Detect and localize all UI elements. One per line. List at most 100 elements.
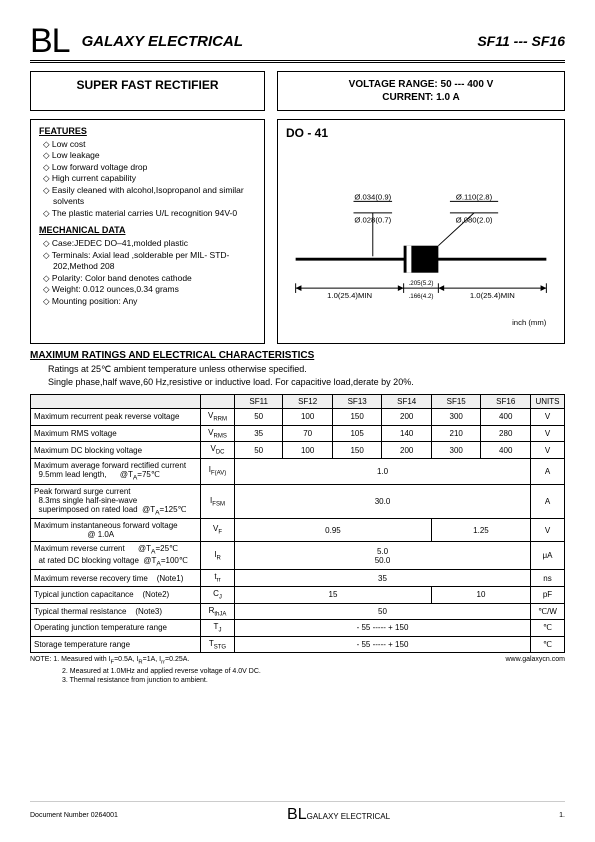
- footnote-3: 3. Thermal resistance from junction to a…: [30, 676, 565, 685]
- param-label: Maximum reverse recovery time (Note1): [31, 570, 201, 587]
- param-value: 1.25: [431, 519, 530, 542]
- param-value: 150: [332, 409, 382, 426]
- table-row: Maximum reverse recovery time (Note1)trr…: [31, 570, 565, 587]
- features-heading: FEATURES: [39, 126, 256, 136]
- page-number: 1.: [559, 812, 565, 819]
- param-value: 210: [431, 425, 481, 442]
- param-value: - 55 ----- + 150: [235, 636, 531, 653]
- header: BL GALAXY ELECTRICAL SF11 --- SF16: [30, 24, 565, 63]
- param-label: Maximum DC blocking voltage: [31, 442, 201, 459]
- col-sf11: SF11: [235, 395, 283, 409]
- col-sf14: SF14: [382, 395, 432, 409]
- param-value: 300: [431, 409, 481, 426]
- param-unit: V: [531, 409, 565, 426]
- param-unit: V: [531, 425, 565, 442]
- product-title: SUPER FAST RECTIFIER: [30, 71, 265, 111]
- param-symbol: IF(AV): [201, 458, 235, 484]
- param-label: Typical junction capacitance (Note2): [31, 586, 201, 603]
- svg-text:inch (mm): inch (mm): [512, 318, 547, 327]
- param-label: Storage temperature range: [31, 636, 201, 653]
- param-unit: ℃: [531, 620, 565, 637]
- param-value: 70: [283, 425, 333, 442]
- mechdata-item: Weight: 0.012 ounces,0.34 grams: [39, 284, 256, 295]
- feature-item: Easily cleaned with alcohol,Isopropanol …: [39, 185, 256, 208]
- header-blank: [31, 395, 201, 409]
- feature-item: The plastic material carries U/L recogni…: [39, 208, 256, 219]
- param-symbol: RthJA: [201, 603, 235, 620]
- param-value: 100: [283, 409, 333, 426]
- package-name: DO - 41: [286, 126, 556, 140]
- param-unit: pF: [531, 586, 565, 603]
- mechdata-item: Polarity: Color band denotes cathode: [39, 273, 256, 284]
- param-label: Maximum recurrent peak reverse voltage: [31, 409, 201, 426]
- param-value: - 55 ----- + 150: [235, 620, 531, 637]
- logo: BL: [30, 24, 70, 58]
- svg-text:.205(5.2): .205(5.2): [408, 280, 433, 287]
- page-footer: Document Number 0264001 BLGALAXY ELECTRI…: [30, 801, 565, 824]
- website-url: www.galaxycn.com: [505, 655, 565, 664]
- col-sf13: SF13: [332, 395, 382, 409]
- svg-text:1.0(25.4)MIN: 1.0(25.4)MIN: [327, 291, 372, 300]
- param-symbol: TSTG: [201, 636, 235, 653]
- param-value: 400: [481, 409, 531, 426]
- table-row: Maximum average forward rectified curren…: [31, 458, 565, 484]
- param-value: 400: [481, 442, 531, 459]
- param-unit: ℃/W: [531, 603, 565, 620]
- param-value: 15: [235, 586, 432, 603]
- param-unit: μA: [531, 542, 565, 570]
- param-symbol: TJ: [201, 620, 235, 637]
- param-value: 5.050.0: [235, 542, 531, 570]
- param-symbol: VF: [201, 519, 235, 542]
- ratings-note-1: Ratings at 25℃ ambient temperature unles…: [48, 363, 565, 376]
- param-value: 35: [235, 570, 531, 587]
- col-sf15: SF15: [431, 395, 481, 409]
- param-label: Peak forward surge current 8.3ms single …: [31, 484, 201, 519]
- title-row: SUPER FAST RECTIFIER VOLTAGE RANGE: 50 -…: [30, 71, 565, 111]
- footnote-2: 2. Measured at 1.0MHz and applied revers…: [30, 667, 565, 676]
- company-name: GALAXY ELECTRICAL: [82, 33, 478, 50]
- param-value: 140: [382, 425, 432, 442]
- param-symbol: VRRM: [201, 409, 235, 426]
- param-unit: ns: [531, 570, 565, 587]
- mechdata-item: Mounting position: Any: [39, 296, 256, 307]
- feature-item: Low forward voltage drop: [39, 162, 256, 173]
- table-row: Maximum recurrent peak reverse voltageVR…: [31, 409, 565, 426]
- param-label: Maximum average forward rectified curren…: [31, 458, 201, 484]
- table-row: Maximum DC blocking voltageVDC5010015020…: [31, 442, 565, 459]
- svg-text:1.0(25.4)MIN: 1.0(25.4)MIN: [470, 291, 515, 300]
- mechdata-item: Case:JEDEC DO–41,molded plastic: [39, 238, 256, 249]
- param-value: 105: [332, 425, 382, 442]
- svg-text:Ø.110(2.8): Ø.110(2.8): [456, 192, 493, 201]
- param-value: 100: [283, 442, 333, 459]
- param-value: 300: [431, 442, 481, 459]
- param-label: Maximum instantaneous forward voltage @ …: [31, 519, 201, 542]
- param-value: 35: [235, 425, 283, 442]
- footnotes: www.galaxycn.com NOTE: 1. Measured with …: [30, 655, 565, 685]
- param-unit: ℃: [531, 636, 565, 653]
- table-header-row: SF11 SF12 SF13 SF14 SF15 SF16 UNITS: [31, 395, 565, 409]
- svg-text:Ø.080(2.0): Ø.080(2.0): [456, 216, 493, 225]
- svg-text:.166(4.2): .166(4.2): [408, 293, 433, 300]
- param-symbol: IR: [201, 542, 235, 570]
- svg-text:Ø.034(0.9): Ø.034(0.9): [354, 192, 391, 201]
- table-row: Maximum RMS voltageVRMS3570105140210280V: [31, 425, 565, 442]
- param-value: 280: [481, 425, 531, 442]
- mid-row: FEATURES Low costLow leakageLow forward …: [30, 119, 565, 344]
- current-rating: CURRENT: 1.0 A: [282, 91, 560, 104]
- param-symbol: VRMS: [201, 425, 235, 442]
- table-row: Typical thermal resistance (Note3)RthJA5…: [31, 603, 565, 620]
- table-row: Operating junction temperature rangeTJ- …: [31, 620, 565, 637]
- table-row: Maximum instantaneous forward voltage @ …: [31, 519, 565, 542]
- param-value: 200: [382, 442, 432, 459]
- voltage-range: VOLTAGE RANGE: 50 --- 400 V: [282, 78, 560, 91]
- package-diagram: Ø.034(0.9) Ø.028(0.7) Ø.110(2.8) Ø.080(2…: [286, 140, 556, 335]
- param-unit: V: [531, 519, 565, 542]
- feature-item: Low leakage: [39, 150, 256, 161]
- footer-logo: BLGALAXY ELECTRICAL: [287, 806, 390, 824]
- param-symbol: IFSM: [201, 484, 235, 519]
- param-value: 30.0: [235, 484, 531, 519]
- header-symbol: [201, 395, 235, 409]
- param-symbol: VDC: [201, 442, 235, 459]
- param-symbol: trr: [201, 570, 235, 587]
- feature-item: High current capability: [39, 173, 256, 184]
